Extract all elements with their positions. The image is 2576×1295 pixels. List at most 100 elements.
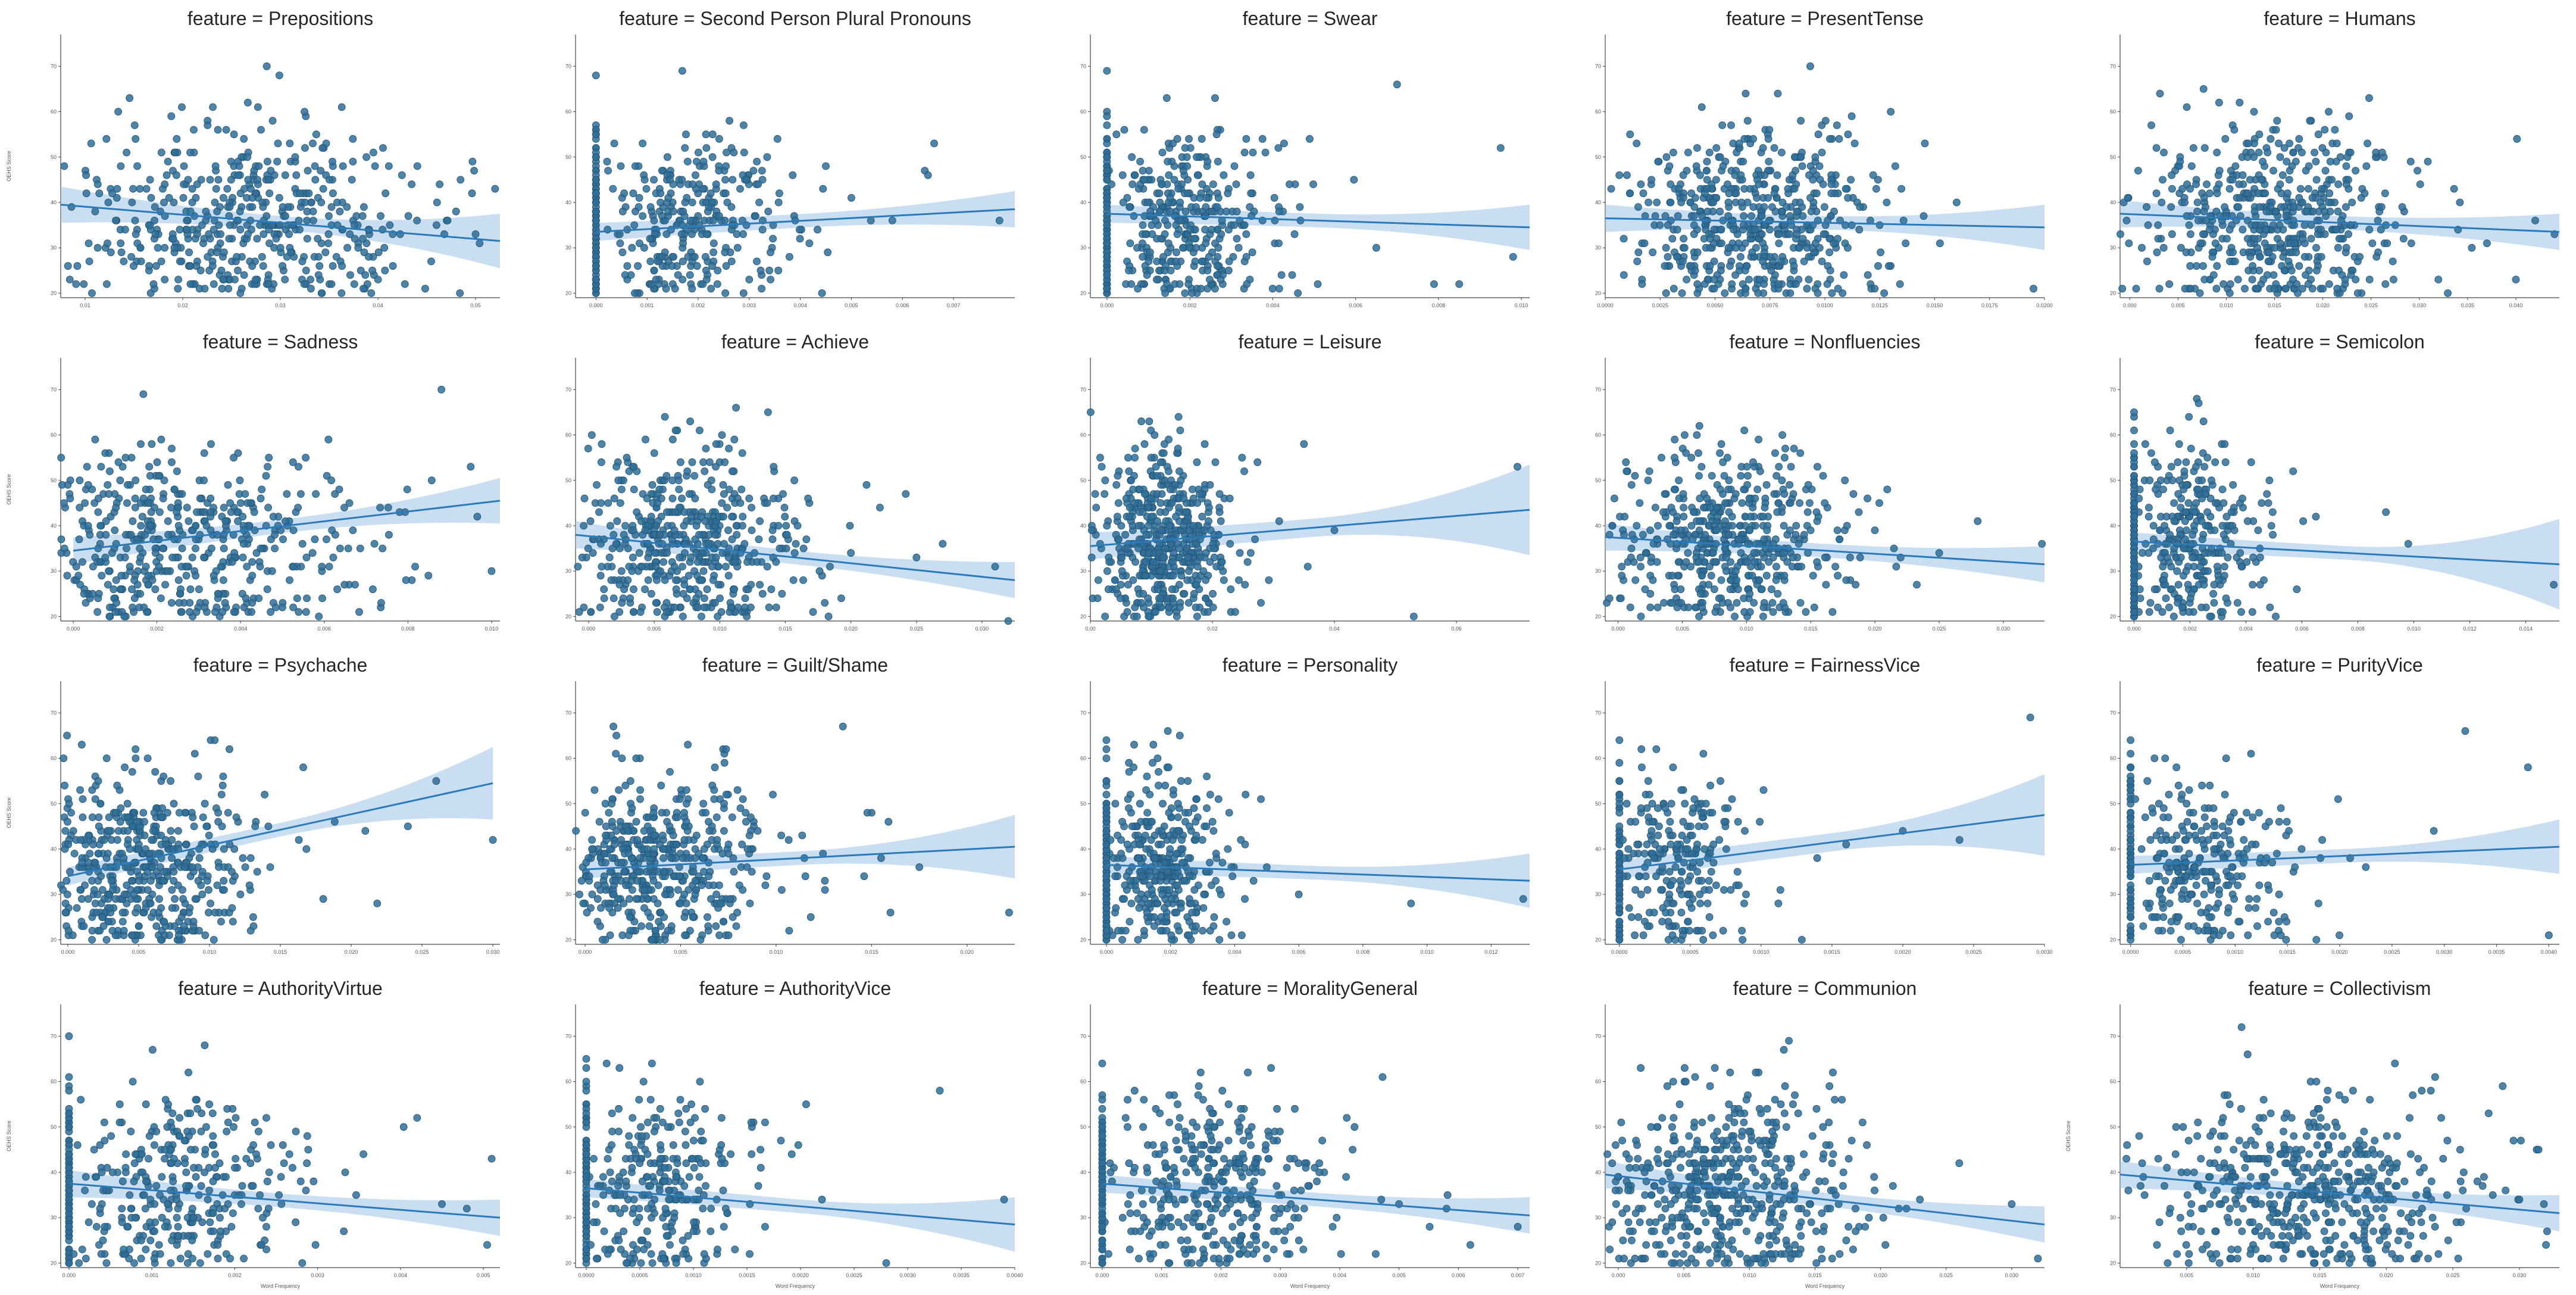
scatter-point: [1214, 252, 1222, 261]
scatter-point: [1677, 585, 1685, 594]
scatter-point: [1822, 581, 1830, 589]
scatter-point: [302, 454, 310, 462]
scatter-point: [715, 212, 723, 220]
scatter-point: [174, 276, 183, 283]
scatter-point: [2152, 144, 2161, 152]
scatter-point: [1698, 572, 1706, 580]
scatter-point: [1809, 572, 1817, 580]
scatter-point: [180, 162, 188, 170]
scatter-point: [264, 176, 273, 184]
scatter-point: [1261, 148, 1270, 157]
scatter-point: [575, 608, 583, 616]
scatter-point: [1734, 585, 1742, 594]
scatter-point: [174, 522, 183, 530]
scatter-point: [592, 207, 600, 216]
scatter-point: [329, 189, 337, 198]
scatter-point: [630, 485, 638, 494]
scatter-point: [2259, 276, 2268, 283]
scatter-point: [402, 576, 410, 584]
scatter-point: [681, 198, 689, 207]
scatter-point: [1725, 476, 1733, 485]
confidence-band: [1605, 523, 2044, 583]
x-tick-label: 0.002: [2183, 626, 2197, 632]
scatter-point: [2243, 558, 2251, 566]
scatter-point: [385, 531, 393, 539]
scatter-point: [2174, 458, 2182, 466]
scatter-point: [1633, 257, 1642, 266]
y-tick-label: 60: [2110, 109, 2116, 115]
scatter-point: [711, 531, 719, 539]
scatter-point: [1744, 472, 1752, 480]
scatter-point: [159, 494, 167, 503]
scatter-point: [1176, 280, 1184, 288]
scatter-point: [75, 535, 83, 544]
scatter-point: [1168, 585, 1176, 594]
scatter-point: [271, 531, 279, 539]
scatter-point: [670, 603, 679, 611]
scatter-point: [574, 563, 582, 571]
scatter-point: [1739, 221, 1747, 229]
scatter-point: [1117, 581, 1125, 589]
scatter-point: [680, 522, 688, 530]
regression-line: [1106, 213, 1530, 229]
scatter-point: [1771, 449, 1779, 457]
scatter-point: [389, 262, 397, 270]
scatter-point: [730, 585, 739, 594]
scatter-point: [1192, 603, 1200, 611]
x-tick-label: 0.006: [896, 302, 909, 308]
scatter-point: [105, 567, 112, 575]
scatter-point: [2255, 203, 2264, 211]
scatter-point: [172, 171, 180, 179]
scatter-point: [74, 572, 83, 580]
scatter-point: [380, 244, 389, 252]
scatter-point: [468, 189, 476, 198]
scatter-point: [117, 572, 126, 580]
scatter-point: [2265, 248, 2273, 257]
scatter-point: [722, 162, 730, 170]
scatter-point: [2248, 276, 2256, 283]
scatter-point: [1087, 526, 1096, 535]
scatter-point: [133, 162, 142, 170]
scatter-point: [1191, 257, 1199, 266]
scatter-point: [289, 563, 298, 571]
scatter-point: [107, 248, 115, 257]
scatter-point: [636, 608, 645, 616]
scatter-point: [113, 185, 121, 193]
scatter-point: [1712, 144, 1721, 152]
scatter-point: [179, 194, 187, 202]
scatter-point: [2269, 167, 2277, 175]
scatter-point: [589, 549, 597, 557]
scatter-point: [205, 230, 213, 238]
scatter-point: [98, 572, 106, 580]
scatter-point: [265, 239, 274, 248]
scatter-point: [1812, 189, 1821, 198]
scatter-point: [2256, 221, 2265, 229]
scatter-point: [1672, 252, 1681, 261]
scatter-point: [2300, 252, 2309, 261]
scatter-point: [1691, 266, 1699, 274]
scatter-point: [130, 262, 137, 270]
y-tick-label: 40: [2110, 199, 2116, 205]
scatter-point: [2325, 189, 2334, 198]
scatter-point: [1680, 513, 1688, 521]
scatter-point: [1811, 153, 1820, 161]
scatter-point: [1797, 153, 1805, 161]
scatter-point: [592, 198, 600, 207]
scatter-point: [1139, 221, 1147, 229]
scatter-point: [2168, 476, 2177, 485]
scatter-point: [1103, 194, 1111, 202]
scatter-point: [758, 176, 767, 184]
scatter-point: [1717, 576, 1725, 584]
scatter-point: [355, 608, 363, 616]
scatter-point: [1098, 463, 1106, 471]
scatter-point: [701, 467, 709, 475]
scatter-point: [1664, 221, 1672, 229]
scatter-point: [321, 248, 330, 257]
scatter-point: [245, 535, 253, 544]
x-tick-label: 0.000: [582, 626, 596, 632]
scatter-point: [2236, 194, 2244, 202]
y-tick-label: 40: [1080, 523, 1086, 529]
scatter-point: [1974, 517, 1982, 525]
scatter-point: [2159, 176, 2167, 184]
scatter-point: [1721, 289, 1729, 297]
